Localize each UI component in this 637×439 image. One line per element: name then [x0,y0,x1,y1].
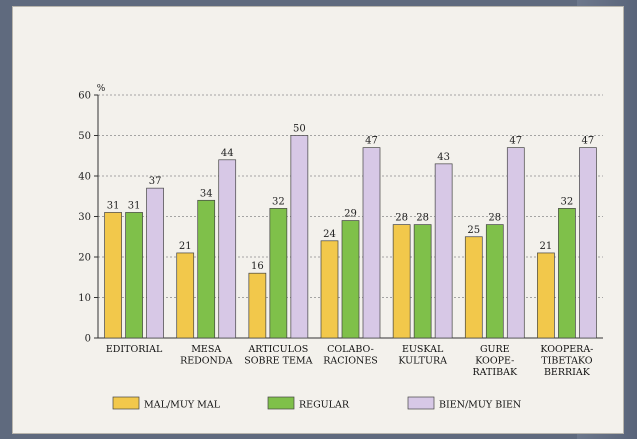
legend-label: REGULAR [299,400,350,411]
data-label: 28 [395,213,408,224]
data-label: 37 [149,176,162,187]
data-label: 28 [488,213,501,224]
bar [413,224,432,339]
y-axis-unit: % [97,84,106,94]
category-label: KOOPERA- [540,344,593,355]
data-label: 50 [293,124,306,135]
legend-swatch [112,396,140,410]
category-label: MESA [191,344,221,355]
category-label: KULTURA [398,356,447,367]
bar [104,212,122,339]
y-tick-label: 30 [78,212,91,223]
data-label: 24 [323,229,336,240]
category-label: EDITORIAL [106,344,163,355]
category-label: RATIBAK [473,367,518,378]
data-label: 29 [344,209,357,220]
category-label: EUSKAL [402,344,444,355]
bar [392,224,411,339]
bar [176,252,195,339]
category-label: GURE [480,344,510,355]
legend-swatch [267,396,295,410]
bar [197,199,216,339]
bar [248,272,267,339]
bar [506,147,525,339]
y-tick-label: 60 [78,91,91,102]
category-label: RACIONES [323,356,378,367]
category-label: COLABO- [327,344,374,355]
bar [485,224,504,339]
category-label: SOBRE TEMA [244,356,312,367]
chart-panel: 0 10 20 30 40 50 60% 31 31 37 EDITORIAL 21 34 44 MESA R… [12,6,624,434]
bar [290,135,309,339]
data-label: 21 [540,241,553,252]
bar [558,208,576,339]
bar [218,159,237,339]
data-label: 43 [437,152,450,163]
bar [579,147,597,339]
bar [362,147,381,339]
bar [320,240,339,339]
y-tick-label: 20 [78,253,91,264]
data-label: 47 [365,136,378,147]
data-label: 34 [200,188,213,199]
bar [269,208,288,339]
data-label: 47 [509,136,522,147]
bar [341,220,360,339]
legend-label: MAL/MUY MAL [144,400,221,411]
legend-label: BIEN/MUY BIEN [439,400,521,411]
data-label: 32 [561,196,574,207]
bar [464,236,483,339]
category-label: BERRIAK [544,367,591,378]
data-label: 32 [272,196,285,207]
category-label: REDONDA [180,356,232,367]
bar [125,212,143,339]
category-label: KOOPE- [475,356,514,367]
category-label: ARTICULOS [247,344,308,355]
category-label: TIBETAKO [541,356,593,367]
y-tick-label: 10 [78,293,91,304]
bar [434,163,453,339]
data-label: 16 [251,261,264,272]
y-tick-label: 40 [78,172,91,183]
data-label: 47 [582,136,595,147]
data-label: 44 [221,148,234,159]
bar [537,252,555,339]
data-label: 28 [416,213,429,224]
legend-swatch [407,396,435,410]
y-tick-label: 0 [85,334,91,345]
y-tick-label: 50 [78,131,91,142]
bar [146,187,164,339]
data-label: 31 [107,200,120,211]
data-label: 25 [467,225,480,236]
data-label: 21 [179,241,192,252]
data-label: 31 [128,200,141,211]
